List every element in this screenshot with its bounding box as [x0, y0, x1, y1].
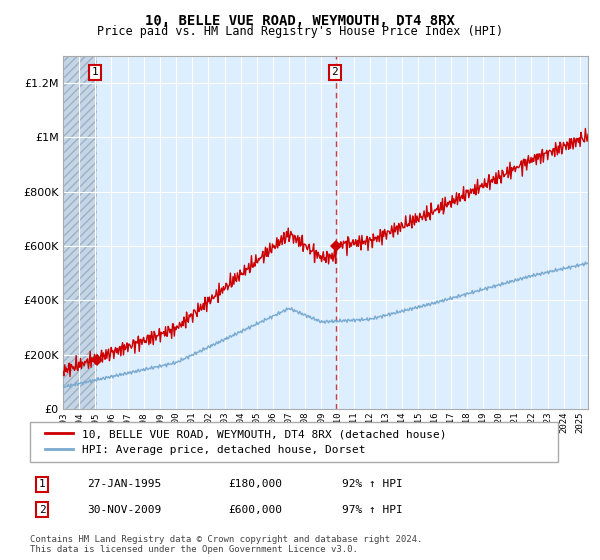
Text: 1: 1 — [92, 67, 98, 77]
Text: Price paid vs. HM Land Registry's House Price Index (HPI): Price paid vs. HM Land Registry's House … — [97, 25, 503, 38]
Text: 92% ↑ HPI: 92% ↑ HPI — [342, 479, 403, 489]
Text: Contains HM Land Registry data © Crown copyright and database right 2024.
This d: Contains HM Land Registry data © Crown c… — [30, 535, 422, 554]
Text: £180,000: £180,000 — [228, 479, 282, 489]
Text: 10, BELLE VUE ROAD, WEYMOUTH, DT4 8RX: 10, BELLE VUE ROAD, WEYMOUTH, DT4 8RX — [145, 14, 455, 28]
Legend: 10, BELLE VUE ROAD, WEYMOUTH, DT4 8RX (detached house), HPI: Average price, deta: 10, BELLE VUE ROAD, WEYMOUTH, DT4 8RX (d… — [41, 424, 451, 459]
Text: 2: 2 — [331, 67, 338, 77]
Bar — [63, 56, 97, 409]
Text: 97% ↑ HPI: 97% ↑ HPI — [342, 505, 403, 515]
Text: 30-NOV-2009: 30-NOV-2009 — [87, 505, 161, 515]
Text: £600,000: £600,000 — [228, 505, 282, 515]
Text: 27-JAN-1995: 27-JAN-1995 — [87, 479, 161, 489]
Text: 2: 2 — [38, 505, 46, 515]
Text: 1: 1 — [38, 479, 46, 489]
